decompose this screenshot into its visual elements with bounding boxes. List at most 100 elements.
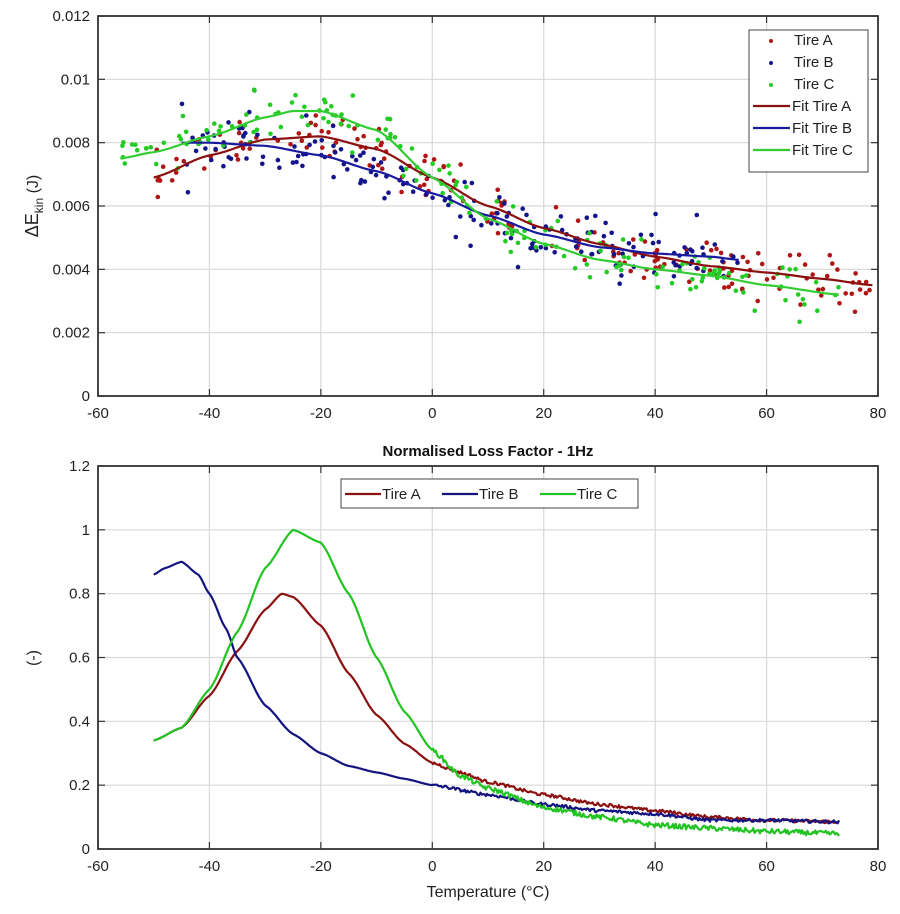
data-point [497,195,502,200]
top-xtick-label: 80 [870,405,887,422]
data-point [628,268,633,274]
data-point [177,133,182,139]
data-point [726,284,731,290]
data-point [180,113,186,119]
data-point [694,212,700,218]
fit-line-fit-tire-c [120,109,840,296]
data-point [462,179,468,185]
data-point [399,189,404,195]
data-point [694,265,699,271]
data-point [688,286,693,292]
data-point [543,245,549,251]
bottom-chart: Normalised Loss Factor - 1Hz -60 -40 -20 0 2… [25,443,886,901]
bottom-ytick-label: 1 [82,522,90,539]
data-point [382,195,387,201]
data-point [339,112,344,117]
data-point [813,279,819,285]
data-point [621,254,627,260]
data-point [589,252,594,257]
data-point [857,287,863,292]
data-point [458,162,463,167]
top-series [120,87,873,325]
legend-label: Tire C [794,76,834,93]
legend-label: Tire A [794,32,833,49]
legend-label: Tire B [479,486,518,503]
top-ylabel-unit: (J) [25,175,42,198]
data-point [202,166,207,171]
data-point [708,247,714,253]
data-point [226,120,231,125]
data-point [160,164,166,169]
data-point [538,245,544,250]
data-point [413,178,419,183]
top-ytick-label: 0.012 [52,8,90,25]
data-point [744,273,749,278]
data-point [155,194,161,200]
data-point [642,239,648,244]
data-point [370,164,376,170]
data-point [559,227,565,233]
data-point [312,139,318,144]
data-point [649,232,654,238]
data-point [134,147,140,153]
data-point [305,122,311,128]
data-point [409,146,415,151]
data-point [193,148,199,154]
data-point [620,237,626,242]
data-point [601,233,607,239]
data-point [700,275,706,280]
data-point [515,240,521,246]
data-point [587,230,592,236]
bottom-ylabel: (-) [25,650,42,666]
data-point [235,157,241,162]
data-point [553,204,559,210]
data-point [795,292,801,297]
data-point [381,156,387,161]
data-point [129,142,135,147]
data-point [495,210,500,216]
data-point [787,253,793,258]
data-point [638,232,644,238]
data-point [446,202,451,208]
data-point [740,274,745,280]
data-point [295,153,301,159]
bottom-legend-box [340,478,639,509]
top-xtick-label: -60 [87,405,109,422]
data-point [660,264,665,270]
data-point [722,285,727,290]
top-ytick-label: 0.008 [52,135,90,152]
data-point [293,92,298,98]
data-point [350,93,356,98]
data-point [333,140,339,145]
data-point [173,170,179,175]
data-point [331,174,336,180]
legend-label: Tire B [794,54,833,71]
legend-marker [769,39,773,43]
data-point [656,239,661,245]
data-point [504,214,510,219]
data-point [121,140,126,145]
data-point [688,247,693,252]
data-point [268,131,273,137]
data-point [267,102,273,108]
top-ylabel: ΔEkin (J) [22,175,46,237]
data-point [353,157,359,163]
data-point [837,301,842,306]
data-point [603,220,608,226]
data-point [183,129,189,135]
data-point [690,277,695,282]
data-point [469,180,475,186]
data-point [604,269,609,275]
data-point [431,157,437,162]
data-point [849,291,855,297]
data-point [422,158,427,164]
bottom-ytick-label: 0.4 [69,713,90,730]
data-point [226,155,231,160]
data-point [467,210,472,216]
data-point [275,157,281,163]
data-point [745,259,750,265]
data-point [190,135,195,141]
data-point [453,234,459,240]
data-point [251,129,256,135]
data-point [524,212,529,218]
